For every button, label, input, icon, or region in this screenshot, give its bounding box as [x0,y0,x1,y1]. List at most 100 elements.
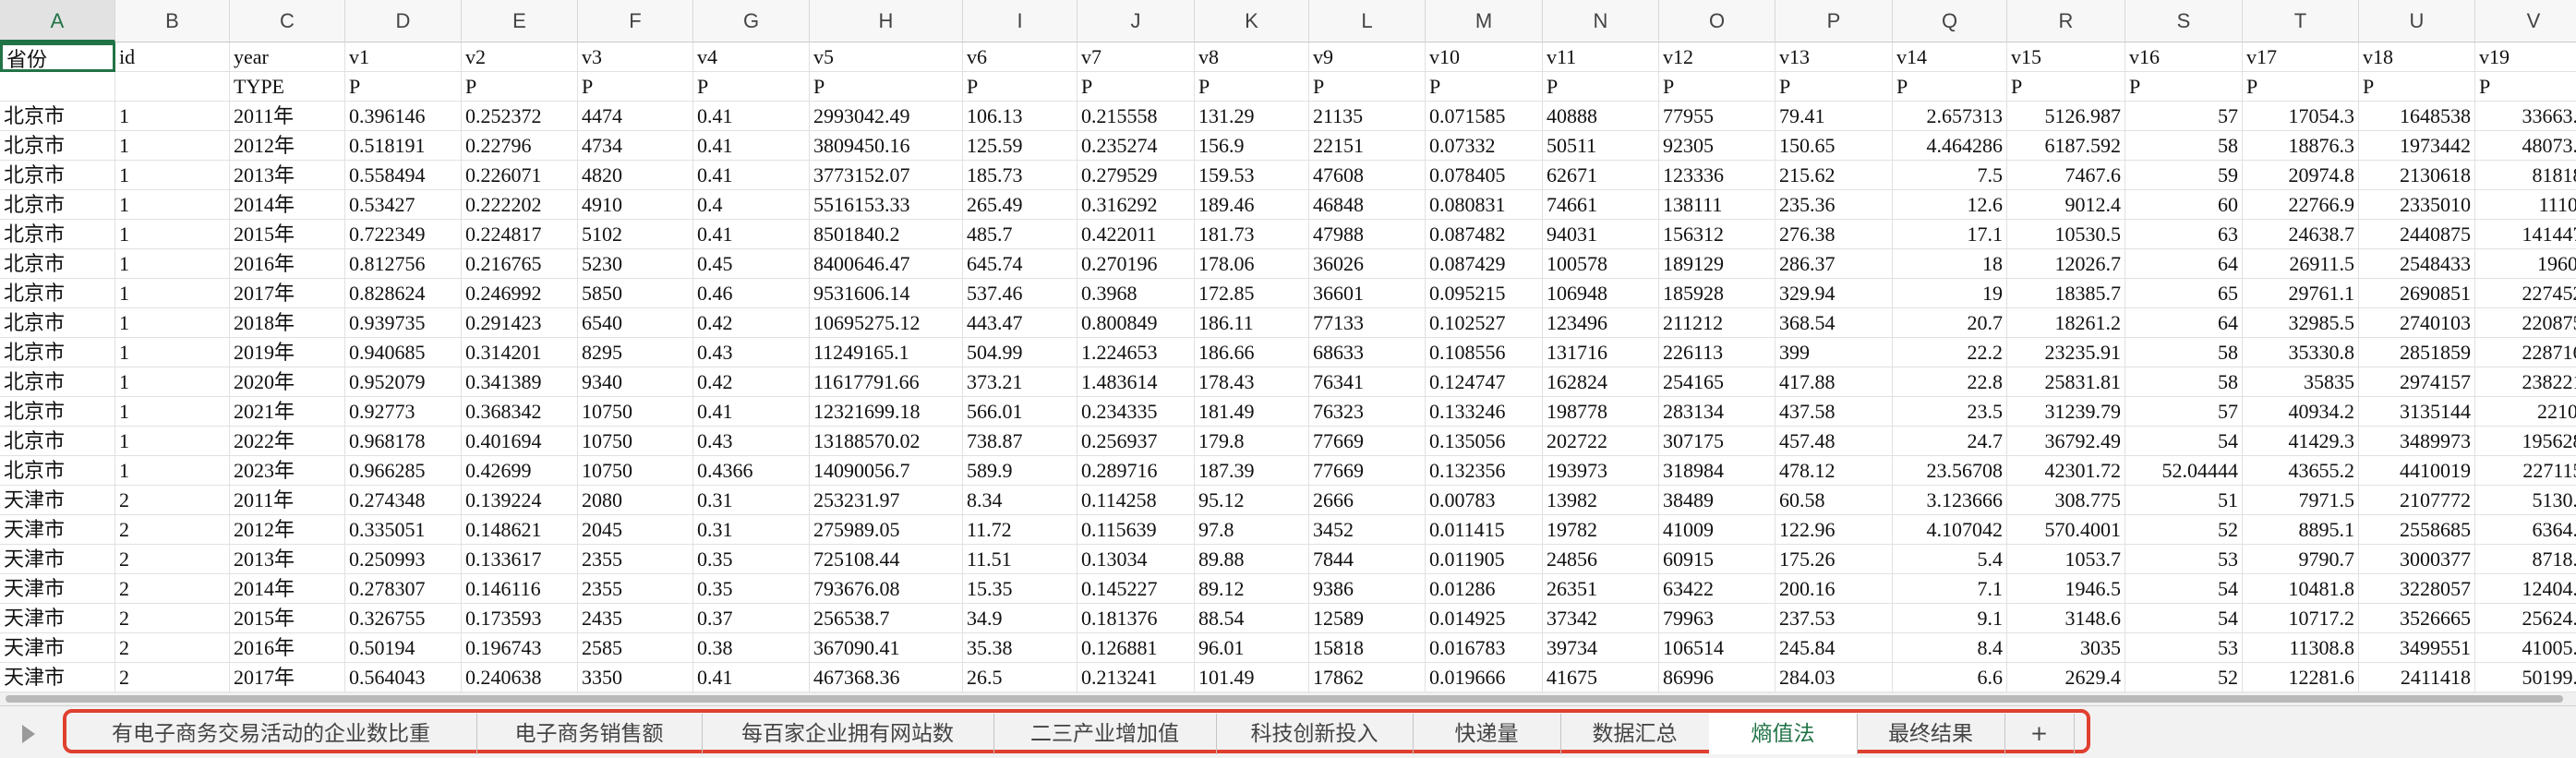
cell[interactable]: 2013年 [230,545,345,574]
cell[interactable]: 12.6 [1893,190,2007,220]
cell[interactable]: 53 [2125,545,2243,574]
cell[interactable]: 2355 [578,574,693,604]
cell[interactable]: 0.326755 [345,604,462,633]
cell[interactable]: 北京市 [0,161,115,190]
cell[interactable]: 96.01 [1195,633,1309,663]
cell[interactable]: 0.42699 [462,456,578,486]
cell[interactable]: 41675 [1543,663,1659,692]
cell[interactable]: 0.38 [693,633,810,663]
cell[interactable]: 2558685 [2359,515,2475,545]
cell[interactable]: 9340 [578,367,693,397]
cell[interactable]: 0.37 [693,604,810,633]
cell[interactable]: 3.123666 [1893,486,2007,515]
cell[interactable]: 11.72 [963,515,1077,545]
cell[interactable]: 3452 [1309,515,1426,545]
cell[interactable]: 北京市 [0,220,115,249]
cell[interactable]: 2 [115,515,230,545]
sheet-tab[interactable]: 科技创新投入 [1216,714,1414,754]
cell[interactable]: 2 [115,545,230,574]
column-header[interactable]: E [462,0,578,42]
cell[interactable]: 215.62 [1776,161,1893,190]
cell[interactable]: 2018年 [230,308,345,338]
cell[interactable]: 275989.05 [810,515,963,545]
cell[interactable]: 5850 [578,279,693,308]
cell[interactable]: 122.96 [1776,515,1893,545]
cell[interactable]: 2 [115,486,230,515]
cell[interactable]: 185.73 [963,161,1077,190]
cell[interactable]: 198778 [1543,397,1659,427]
cell[interactable]: 12281.6 [2243,663,2359,692]
cell[interactable]: 2012年 [230,131,345,161]
cell[interactable]: 22.8 [1893,367,2007,397]
cell[interactable]: 0.518191 [345,131,462,161]
cell[interactable]: 2045 [578,515,693,545]
cell[interactable]: 0.213241 [1077,663,1195,692]
cell[interactable]: 60 [2125,190,2243,220]
cell[interactable]: 283134 [1659,397,1776,427]
cell[interactable]: 0.31 [693,515,810,545]
cell[interactable]: 0.019666 [1426,663,1543,692]
cell[interactable]: 2011年 [230,486,345,515]
column-header[interactable]: C [230,0,345,42]
cell[interactable] [0,72,115,102]
cell[interactable]: 0.07332 [1426,131,1543,161]
cell[interactable]: 0.401694 [462,427,578,456]
cell[interactable]: 10530.5 [2007,220,2125,249]
cell[interactable]: 8501840.2 [810,220,963,249]
cell[interactable]: 0.43 [693,427,810,456]
cell[interactable]: 2 [115,633,230,663]
cell[interactable]: 22151 [1309,131,1426,161]
cell[interactable]: 0.22796 [462,131,578,161]
cell[interactable]: v12 [1659,42,1776,72]
cell[interactable]: 6540 [578,308,693,338]
cell[interactable]: 4.464286 [1893,131,2007,161]
cell[interactable]: 24638.7 [2243,220,2359,249]
cell[interactable]: 106.13 [963,102,1077,131]
cell[interactable]: 0.35 [693,574,810,604]
cell[interactable]: 195628. [2475,427,2576,456]
cell[interactable]: 0.4366 [693,456,810,486]
cell[interactable]: 14090056.7 [810,456,963,486]
cell[interactable]: 10695275.12 [810,308,963,338]
cell[interactable]: 0.00783 [1426,486,1543,515]
cell[interactable]: 40934.2 [2243,397,2359,427]
cell[interactable]: 11101 [2475,190,2576,220]
column-header[interactable]: M [1426,0,1543,42]
cell[interactable]: 6.6 [1893,663,2007,692]
cell[interactable]: 9531606.14 [810,279,963,308]
cell[interactable]: 19602 [2475,249,2576,279]
cell[interactable]: 0.145227 [1077,574,1195,604]
column-header[interactable]: K [1195,0,1309,42]
cell[interactable]: P [2475,72,2576,102]
cell[interactable]: 29761.1 [2243,279,2359,308]
cell[interactable]: 0.279529 [1077,161,1195,190]
column-header[interactable]: F [578,0,693,42]
cell[interactable]: 0.102527 [1426,308,1543,338]
cell[interactable]: 3000377 [2359,545,2475,574]
cell[interactable]: 0.078405 [1426,161,1543,190]
cell[interactable]: 2021年 [230,397,345,427]
cell[interactable]: 35835 [2243,367,2359,397]
cell[interactable]: 106514 [1659,633,1776,663]
cell[interactable]: 227452. [2475,279,2576,308]
cell[interactable]: 0.114258 [1077,486,1195,515]
cell[interactable]: 北京市 [0,338,115,367]
cell[interactable]: 1053.7 [2007,545,2125,574]
column-header[interactable]: U [2359,0,2475,42]
cell[interactable]: 589.9 [963,456,1077,486]
cell[interactable]: 8.34 [963,486,1077,515]
cell[interactable]: 0.558494 [345,161,462,190]
cell[interactable]: 0.135056 [1426,427,1543,456]
cell[interactable]: 0.4 [693,190,810,220]
cell[interactable]: 156.9 [1195,131,1309,161]
cell[interactable]: 200.16 [1776,574,1893,604]
cell[interactable]: 0.01286 [1426,574,1543,604]
cell[interactable]: 0.126881 [1077,633,1195,663]
cell[interactable]: 3148.6 [2007,604,2125,633]
cell[interactable]: 159.53 [1195,161,1309,190]
cell[interactable]: 1946.5 [2007,574,2125,604]
cell[interactable]: 187.39 [1195,456,1309,486]
cell[interactable]: 北京市 [0,279,115,308]
cell[interactable]: 2014年 [230,574,345,604]
cell[interactable]: 0.014925 [1426,604,1543,633]
